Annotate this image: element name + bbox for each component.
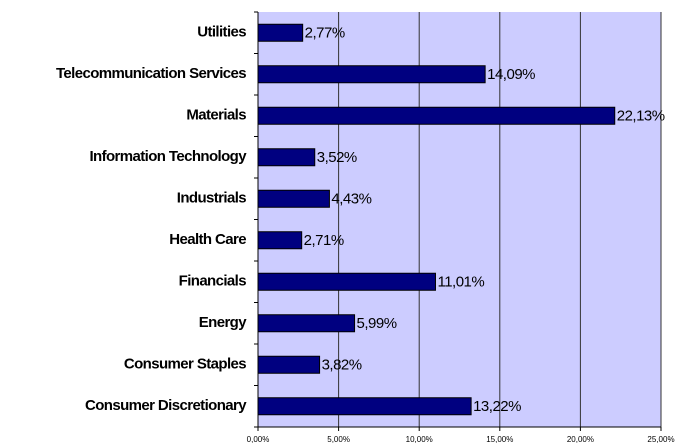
y-tick-label: Consumer Staples	[124, 356, 246, 373]
data-label: 2,77%	[305, 25, 345, 42]
data-label: 22,13%	[617, 108, 665, 125]
bar	[257, 231, 303, 250]
y-tick-label: Energy	[199, 314, 248, 331]
y-tick-label: Health Care	[169, 231, 246, 248]
bar	[257, 397, 472, 416]
data-label: 14,09%	[487, 66, 535, 83]
bar	[257, 65, 486, 84]
data-label: 5,99%	[357, 315, 397, 332]
data-label: 11,01%	[437, 274, 484, 291]
y-tick-label: Utilities	[197, 24, 246, 41]
data-label: 13,22%	[473, 398, 521, 415]
bar	[257, 148, 316, 167]
y-tick-label: Information Technology	[89, 148, 247, 165]
x-tick-label: 5,00%	[327, 435, 350, 444]
y-tick-label: Industrials	[177, 190, 247, 207]
y-tick-label: Materials	[186, 107, 246, 124]
bar	[257, 355, 321, 374]
y-tick-label: Telecommunication Services	[56, 65, 246, 82]
data-label: 2,71%	[304, 232, 344, 249]
data-label: 3,52%	[317, 149, 357, 166]
bar	[257, 314, 356, 333]
data-label: 4,43%	[331, 191, 371, 208]
bar	[257, 23, 304, 42]
bar	[257, 189, 330, 208]
y-tick-label: Financials	[179, 273, 247, 290]
x-tick-label: 25,00%	[647, 435, 674, 444]
x-tick-label: 10,00%	[406, 435, 433, 444]
data-label: 3,82%	[322, 357, 362, 374]
y-tick-label: Consumer Discretionary	[85, 397, 247, 414]
x-tick-label: 20,00%	[567, 435, 594, 444]
x-tick-label: 0,00%	[247, 435, 270, 444]
x-tick-label: 15,00%	[486, 435, 513, 444]
bar	[257, 106, 616, 125]
bar	[257, 272, 436, 291]
